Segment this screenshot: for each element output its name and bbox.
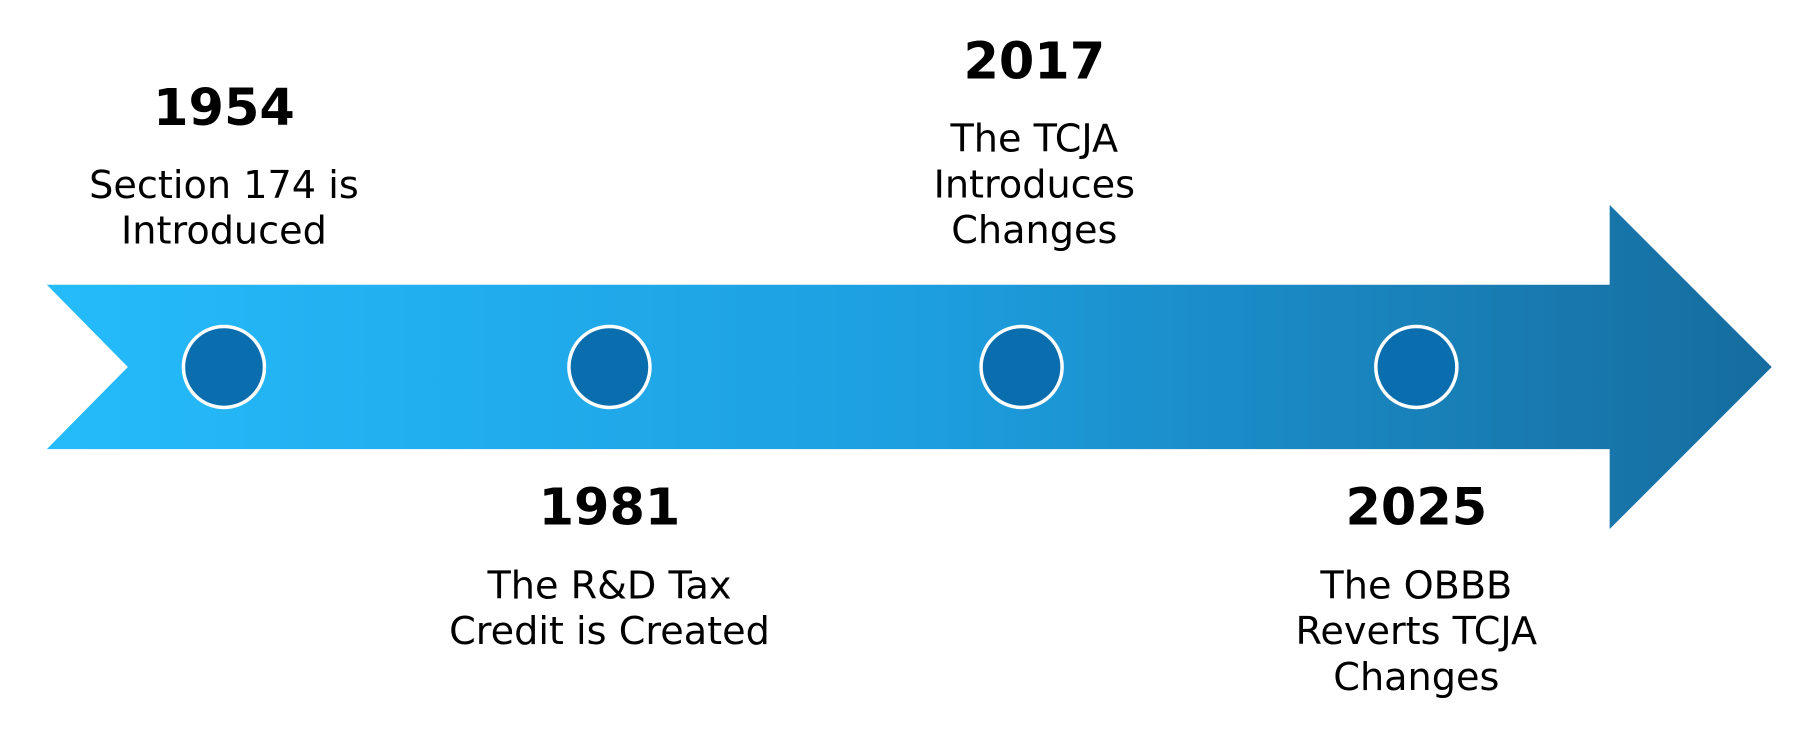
event-description: Reverts TCJA [1296,610,1538,654]
event-marker [181,324,267,410]
event-description: The OBBB [1319,565,1512,609]
event-description: Introduced [121,210,327,254]
event-description: Section 174 is [89,164,359,208]
event-year: 2025 [1345,478,1487,537]
event-description: Introduces [934,163,1135,207]
event-description: The TCJA [949,118,1118,162]
timeline-arrow [46,204,1772,530]
event-marker [567,324,652,410]
event-year: 1954 [153,79,295,138]
event-description: The R&D Tax [486,565,731,609]
event-year: 1981 [539,478,681,537]
event-description: Changes [951,209,1117,253]
event-year: 2017 [963,33,1105,92]
event-marker [1374,324,1459,410]
event-description: Changes [1333,656,1499,700]
event-marker [979,324,1064,410]
event-description: Credit is Created [449,610,770,654]
